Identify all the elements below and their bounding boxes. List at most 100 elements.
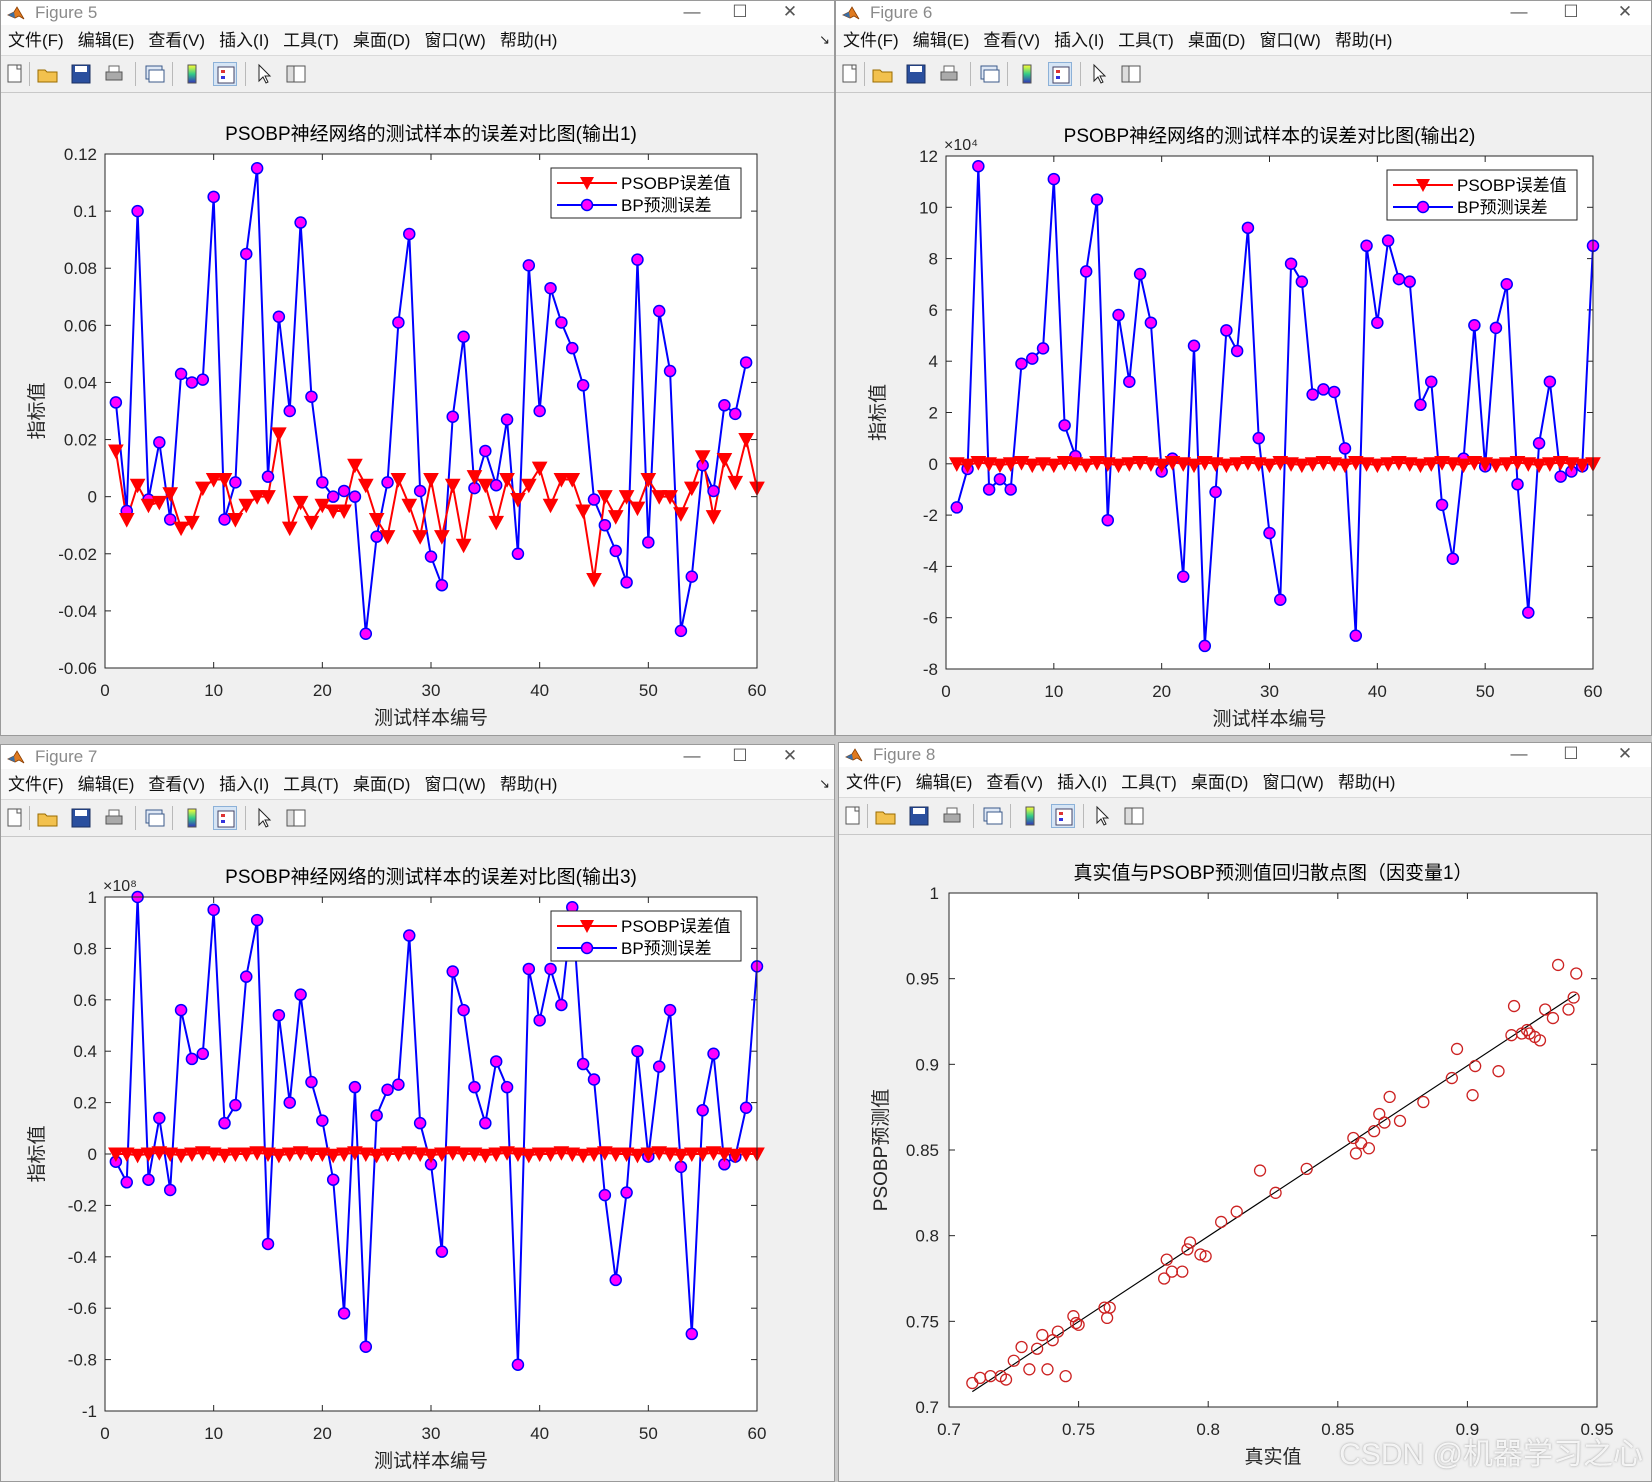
title-bar[interactable]: Figure 5 — ☐ ✕ — [1, 1, 834, 25]
maximize-icon[interactable]: ☐ — [732, 746, 748, 765]
print-icon[interactable] — [102, 806, 126, 830]
menu-window[interactable]: 窗口(W) — [424, 775, 486, 794]
colorbar-icon[interactable] — [180, 806, 204, 830]
edit-plot-arrow-icon[interactable] — [1087, 62, 1111, 86]
menu-view[interactable]: 查看(V) — [148, 31, 206, 50]
property-inspector-icon[interactable] — [284, 62, 308, 86]
psobp-point — [368, 1148, 385, 1164]
property-inspector-icon[interactable] — [284, 806, 308, 830]
save-icon[interactable] — [904, 62, 928, 86]
bp-point — [240, 247, 253, 261]
maximize-icon[interactable]: ☐ — [1563, 2, 1579, 21]
menu-view[interactable]: 查看(V) — [986, 773, 1044, 792]
dock-arrow-icon[interactable]: ↘ — [819, 32, 830, 47]
menu-edit[interactable]: 编辑(E) — [77, 775, 135, 794]
new-figure-icon[interactable] — [3, 806, 27, 830]
minimize-icon[interactable]: — — [683, 746, 701, 765]
menu-help[interactable]: 帮助(H) — [499, 31, 558, 50]
menu-insert[interactable]: 插入(I) — [219, 31, 270, 50]
close-icon[interactable]: ✕ — [1617, 2, 1633, 21]
menu-view[interactable]: 查看(V) — [983, 31, 1041, 50]
print-icon[interactable] — [937, 62, 961, 86]
menu-file[interactable]: 文件(F) — [843, 31, 899, 50]
figure-window[interactable]: Figure 5 — ☐ ✕ 文件(F) 编辑(E) 查看(V) 插入(I) 工具(T)… — [0, 0, 835, 736]
figure-window[interactable]: Figure 6 — ☐ ✕ 文件(F) 编辑(E) 查看(V) 插入(I) 工具(T)… — [835, 0, 1652, 736]
open-file-icon[interactable] — [871, 62, 895, 86]
new-figure-icon[interactable] — [841, 804, 865, 828]
figure-window[interactable]: Figure 8 — ☐ ✕ 文件(F) 编辑(E) 查看(V) 插入(I) 工具(T)… — [838, 742, 1652, 1482]
menu-file[interactable]: 文件(F) — [8, 31, 64, 50]
menu-desktop[interactable]: 桌面(D) — [352, 775, 411, 794]
legend-icon[interactable] — [213, 62, 237, 86]
menu-tools[interactable]: 工具(T) — [1121, 773, 1177, 792]
edit-plot-arrow-icon[interactable] — [252, 62, 276, 86]
psobp-point — [683, 1147, 700, 1163]
dock-arrow-icon[interactable]: ↘ — [819, 776, 830, 791]
menu-view[interactable]: 查看(V) — [148, 775, 206, 794]
link-plot-icon[interactable] — [981, 804, 1005, 828]
menu-window[interactable]: 窗口(W) — [1262, 773, 1324, 792]
edit-plot-arrow-icon[interactable] — [252, 806, 276, 830]
colorbar-icon[interactable] — [1015, 62, 1039, 86]
menu-edit[interactable]: 编辑(E) — [77, 31, 135, 50]
save-icon[interactable] — [69, 806, 93, 830]
menu-edit[interactable]: 编辑(E) — [912, 31, 970, 50]
menu-insert[interactable]: 插入(I) — [1057, 773, 1108, 792]
menu-desktop[interactable]: 桌面(D) — [1187, 31, 1246, 50]
psobp-point — [368, 513, 385, 528]
colorbar-icon[interactable] — [1018, 804, 1042, 828]
maximize-icon[interactable]: ☐ — [732, 2, 748, 21]
close-icon[interactable]: ✕ — [782, 2, 798, 21]
title-bar[interactable]: Figure 6 — ☐ ✕ — [836, 1, 1651, 25]
menu-help[interactable]: 帮助(H) — [499, 775, 558, 794]
psobp-point — [1412, 458, 1429, 474]
menu-tools[interactable]: 工具(T) — [283, 31, 339, 50]
open-file-icon[interactable] — [36, 806, 60, 830]
open-file-icon[interactable] — [874, 804, 898, 828]
plot-area — [949, 893, 1597, 1407]
new-figure-icon[interactable] — [838, 62, 862, 86]
link-plot-icon[interactable] — [143, 62, 167, 86]
minimize-icon[interactable]: — — [683, 2, 701, 21]
legend-icon[interactable] — [1051, 804, 1075, 828]
menu-insert[interactable]: 插入(I) — [219, 775, 270, 794]
close-icon[interactable]: ✕ — [782, 746, 798, 765]
menu-tools[interactable]: 工具(T) — [283, 775, 339, 794]
colorbar-icon[interactable] — [180, 62, 204, 86]
menu-help[interactable]: 帮助(H) — [1337, 773, 1396, 792]
y-tick-label: 0.85 — [906, 1141, 939, 1160]
close-icon[interactable]: ✕ — [1617, 744, 1633, 763]
menu-desktop[interactable]: 桌面(D) — [1190, 773, 1249, 792]
figure-window[interactable]: Figure 7 — ☐ ✕ 文件(F) 编辑(E) 查看(V) 插入(I) 工具(T)… — [0, 744, 835, 1482]
save-icon[interactable] — [907, 804, 931, 828]
menu-insert[interactable]: 插入(I) — [1054, 31, 1105, 50]
link-plot-icon[interactable] — [143, 806, 167, 830]
menu-help[interactable]: 帮助(H) — [1334, 31, 1393, 50]
new-figure-icon[interactable] — [3, 62, 27, 86]
menu-edit[interactable]: 编辑(E) — [915, 773, 973, 792]
menu-tools[interactable]: 工具(T) — [1118, 31, 1174, 50]
figure-toolbar — [836, 55, 1651, 93]
menu-file[interactable]: 文件(F) — [846, 773, 902, 792]
legend-icon[interactable] — [1048, 62, 1072, 86]
edit-plot-arrow-icon[interactable] — [1090, 804, 1114, 828]
menu-window[interactable]: 窗口(W) — [1259, 31, 1321, 50]
menu-window[interactable]: 窗口(W) — [424, 31, 486, 50]
psobp-point — [640, 473, 657, 488]
title-bar[interactable]: Figure 7 — ☐ ✕ — [1, 745, 834, 769]
legend-icon[interactable] — [213, 806, 237, 830]
menu-file[interactable]: 文件(F) — [8, 775, 64, 794]
open-file-icon[interactable] — [36, 62, 60, 86]
property-inspector-icon[interactable] — [1119, 62, 1143, 86]
y-tick-label: 0.6 — [73, 991, 97, 1010]
save-icon[interactable] — [69, 62, 93, 86]
property-inspector-icon[interactable] — [1122, 804, 1146, 828]
print-icon[interactable] — [940, 804, 964, 828]
menu-desktop[interactable]: 桌面(D) — [352, 31, 411, 50]
print-icon[interactable] — [102, 62, 126, 86]
title-bar[interactable]: Figure 8 — ☐ ✕ — [839, 743, 1651, 767]
maximize-icon[interactable]: ☐ — [1563, 744, 1579, 763]
minimize-icon[interactable]: — — [1510, 2, 1528, 21]
link-plot-icon[interactable] — [978, 62, 1002, 86]
minimize-icon[interactable]: — — [1510, 744, 1528, 763]
